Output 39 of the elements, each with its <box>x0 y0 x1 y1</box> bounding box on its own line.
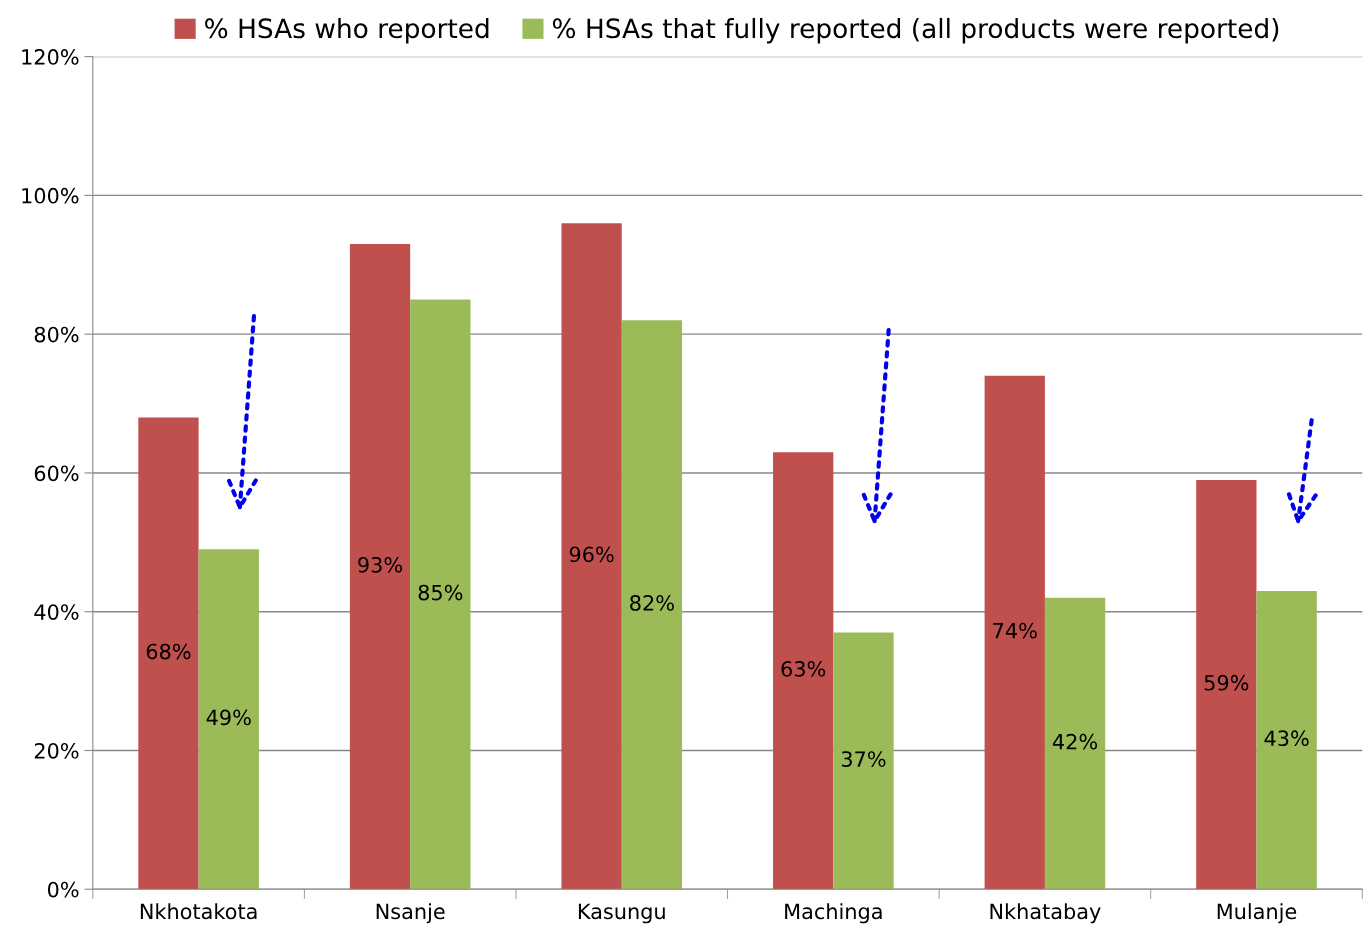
y-tick-label: 60% <box>34 465 79 482</box>
y-tick-label: 100% <box>22 187 79 204</box>
bar <box>198 549 259 890</box>
data-label: 85% <box>418 584 463 601</box>
data-label: 59% <box>1204 674 1249 691</box>
bar <box>561 223 622 890</box>
x-tick-label: Kasungu <box>578 903 665 924</box>
y-tick-label: 40% <box>34 604 79 620</box>
legend-label: % HSAs who reported <box>205 17 489 44</box>
x-tick-label: Nkhotakota <box>140 903 257 920</box>
data-label: 74% <box>993 622 1037 639</box>
bar <box>349 243 411 890</box>
data-label: 42% <box>1052 733 1098 750</box>
y-tick-label: 0% <box>47 881 79 898</box>
data-label: 96% <box>569 546 614 563</box>
bar <box>410 299 471 890</box>
bar <box>138 417 199 890</box>
data-label: 37% <box>841 751 886 767</box>
x-tick-label: Mulanje <box>1217 903 1297 924</box>
x-tick-label: Machinga <box>785 903 882 924</box>
data-label: 49% <box>206 709 251 726</box>
bar <box>1044 597 1106 890</box>
data-label: 82% <box>630 595 674 611</box>
data-label: 68% <box>146 643 191 660</box>
y-tick-label: 80% <box>34 326 79 343</box>
y-tick-label: 120% <box>22 49 79 65</box>
y-tick-label: 20% <box>34 742 79 759</box>
x-tick-label: Nkhatabay <box>990 903 1101 924</box>
bar <box>984 375 1045 890</box>
bar <box>833 632 894 890</box>
x-tick-label: Nsanje <box>376 903 445 924</box>
bar <box>1256 590 1317 890</box>
bar <box>773 452 834 890</box>
legend-label: % HSAs that fully reported (all products were reported) <box>552 17 1279 44</box>
bar <box>1196 479 1257 890</box>
data-label: 93% <box>358 556 403 573</box>
bar <box>621 320 683 890</box>
data-label: 43% <box>1264 730 1309 747</box>
data-label: 63% <box>781 660 826 677</box>
